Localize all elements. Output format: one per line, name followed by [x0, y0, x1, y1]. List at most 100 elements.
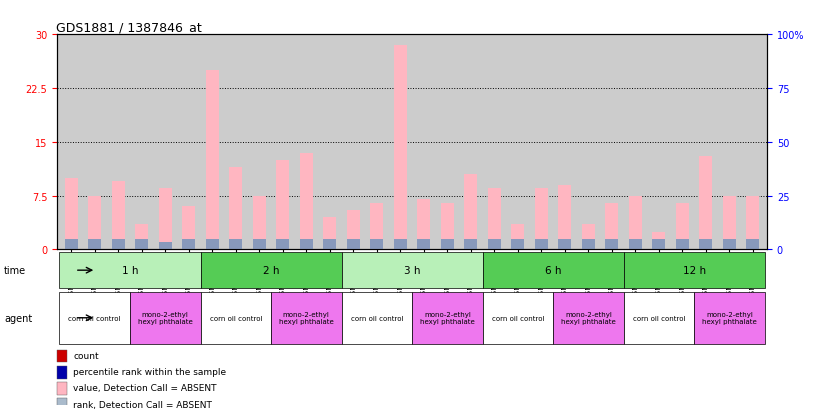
Bar [57, 399, 67, 411]
Text: corn oil control: corn oil control [632, 315, 685, 321]
Bar [342, 292, 412, 344]
Bar [64, 239, 78, 250]
Text: 6 h: 6 h [545, 266, 561, 275]
Bar [299, 153, 313, 250]
Text: 12 h: 12 h [683, 266, 706, 275]
Bar [623, 292, 694, 344]
Text: value, Detection Call = ABSENT: value, Detection Call = ABSENT [73, 384, 217, 392]
Bar [535, 239, 548, 250]
Bar [488, 189, 501, 250]
Bar [277, 160, 289, 250]
Text: percentile rank within the sample: percentile rank within the sample [73, 367, 227, 376]
Bar [464, 239, 477, 250]
Bar [747, 239, 760, 250]
Bar [201, 292, 271, 344]
Bar [629, 239, 642, 250]
Text: mono-2-ethyl
hexyl phthalate: mono-2-ethyl hexyl phthalate [420, 311, 475, 325]
Bar [582, 225, 595, 250]
Bar [605, 239, 619, 250]
Bar [277, 239, 289, 250]
Bar [676, 239, 689, 250]
Bar [229, 239, 242, 250]
Bar [182, 239, 195, 250]
Text: agent: agent [4, 313, 33, 323]
Bar [57, 366, 67, 379]
Bar [417, 239, 430, 250]
Bar [412, 292, 482, 344]
Bar [130, 292, 201, 344]
Bar [88, 239, 101, 250]
Bar [60, 253, 201, 288]
Bar [112, 182, 125, 250]
Bar [723, 239, 736, 250]
Bar [394, 46, 407, 250]
Text: 2 h: 2 h [263, 266, 279, 275]
Text: rank, Detection Call = ABSENT: rank, Detection Call = ABSENT [73, 400, 212, 408]
Bar [347, 239, 360, 250]
Bar [370, 203, 384, 250]
Bar [135, 225, 149, 250]
Text: corn oil control: corn oil control [210, 315, 262, 321]
Bar [464, 175, 477, 250]
Bar [699, 239, 712, 250]
Bar [605, 203, 619, 250]
Text: corn oil control: corn oil control [69, 315, 121, 321]
Bar [201, 253, 342, 288]
Text: mono-2-ethyl
hexyl phthalate: mono-2-ethyl hexyl phthalate [702, 311, 756, 325]
Bar [441, 203, 454, 250]
Text: GDS1881 / 1387846_at: GDS1881 / 1387846_at [56, 21, 202, 34]
Bar [135, 239, 149, 250]
Bar [653, 232, 665, 250]
Bar [482, 253, 623, 288]
Bar [623, 253, 765, 288]
Bar [723, 196, 736, 250]
Bar [512, 239, 525, 250]
Bar [112, 239, 125, 250]
Text: corn oil control: corn oil control [491, 315, 544, 321]
Text: time: time [4, 266, 26, 275]
Bar [57, 382, 67, 395]
Bar [206, 239, 219, 250]
Text: mono-2-ethyl
hexyl phthalate: mono-2-ethyl hexyl phthalate [279, 311, 334, 325]
Text: count: count [73, 351, 99, 360]
Bar [558, 185, 571, 250]
Bar [535, 189, 548, 250]
Bar [676, 203, 689, 250]
Bar [88, 196, 101, 250]
Bar [159, 189, 171, 250]
Bar [323, 239, 336, 250]
Bar [553, 292, 623, 344]
Bar [699, 157, 712, 250]
Bar [253, 196, 266, 250]
Bar [694, 292, 765, 344]
Bar [653, 239, 665, 250]
Bar [558, 239, 571, 250]
Bar [323, 218, 336, 250]
Bar [182, 207, 195, 250]
Text: 3 h: 3 h [404, 266, 420, 275]
Bar [370, 239, 384, 250]
Bar [253, 239, 266, 250]
Bar [747, 196, 760, 250]
Bar [482, 292, 553, 344]
Bar [159, 243, 171, 250]
Text: mono-2-ethyl
hexyl phthalate: mono-2-ethyl hexyl phthalate [138, 311, 193, 325]
Bar [60, 292, 130, 344]
Bar [629, 196, 642, 250]
Bar [417, 200, 430, 250]
Bar [64, 178, 78, 250]
Text: 1 h: 1 h [122, 266, 138, 275]
Bar [394, 239, 407, 250]
Bar [271, 292, 342, 344]
Bar [441, 239, 454, 250]
Bar [347, 211, 360, 250]
Bar [488, 239, 501, 250]
Bar [512, 225, 525, 250]
Bar [299, 239, 313, 250]
Bar [57, 350, 67, 363]
Bar [582, 239, 595, 250]
Bar [229, 168, 242, 250]
Bar [206, 71, 219, 250]
Text: mono-2-ethyl
hexyl phthalate: mono-2-ethyl hexyl phthalate [561, 311, 616, 325]
Text: corn oil control: corn oil control [351, 315, 403, 321]
